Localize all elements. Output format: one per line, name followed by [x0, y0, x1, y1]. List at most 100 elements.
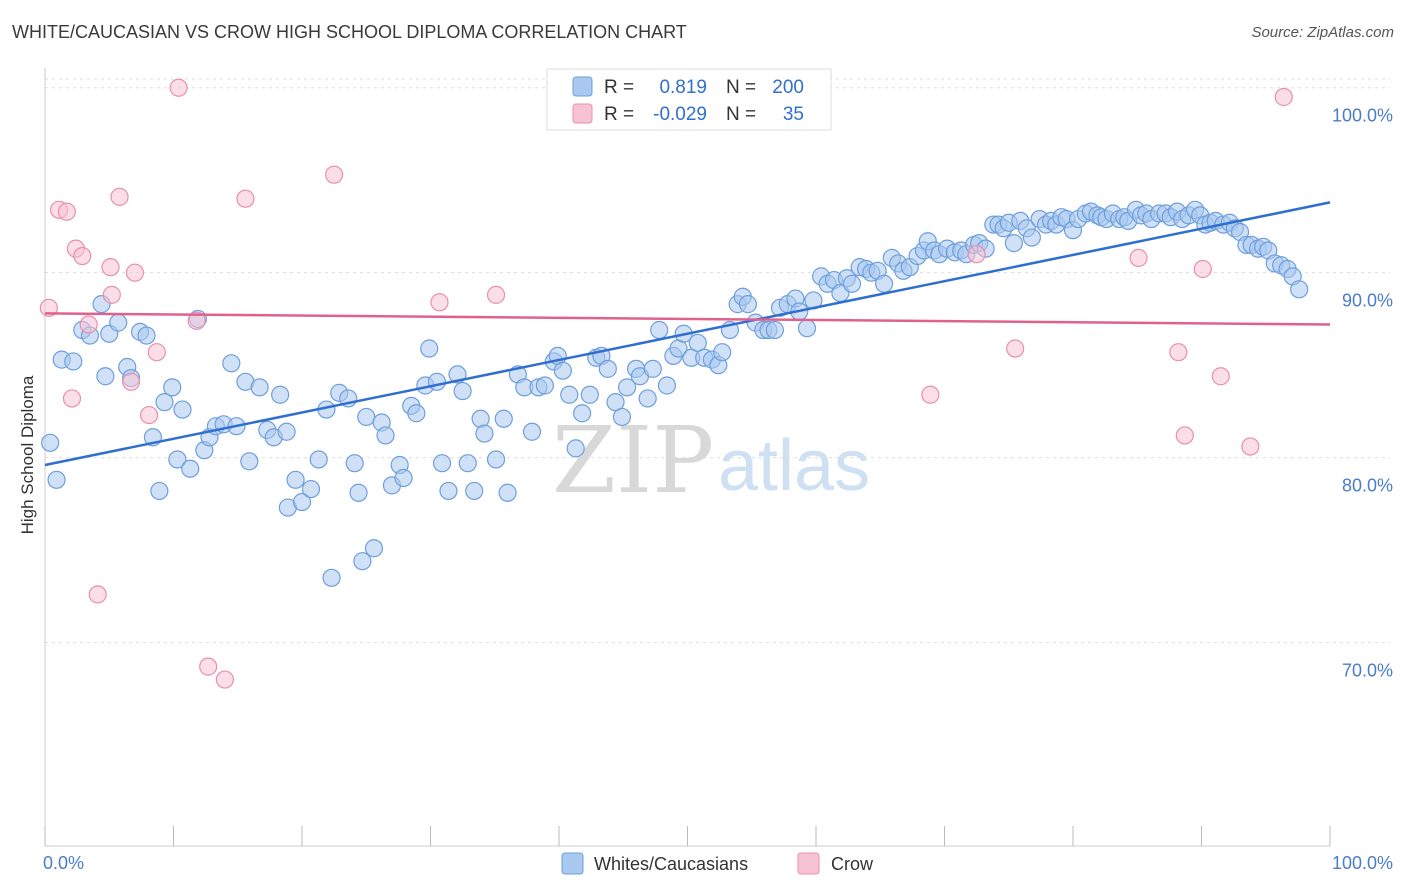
whites-point-9 — [109, 313, 128, 332]
series-legend-swatch-blue — [561, 852, 584, 875]
crow-point-13 — [139, 405, 159, 425]
whites-point-16 — [155, 393, 174, 412]
whites-point-81 — [580, 385, 599, 404]
crow-point-2 — [57, 202, 76, 221]
crow-point-32 — [1211, 367, 1230, 386]
whites-point-37 — [292, 492, 312, 512]
whites-point-58 — [427, 372, 447, 391]
whites-point-68 — [494, 409, 513, 428]
legend-r-label-2: R = — [604, 104, 634, 125]
whites-point-72 — [522, 422, 542, 441]
legend-r-value-2: -0.029 — [653, 104, 707, 125]
series-whites-caucasians — [41, 200, 1309, 587]
legend-r-value-1: 0.819 — [659, 77, 707, 98]
whites-point-13 — [137, 326, 156, 345]
crow-point-15 — [169, 78, 188, 97]
whites-point-93 — [657, 376, 677, 395]
whites-point-69 — [498, 483, 517, 502]
whites-point-30 — [250, 378, 269, 397]
whites-point-39 — [309, 450, 328, 469]
whites-point-67 — [486, 450, 506, 469]
whites-point-26 — [222, 354, 241, 373]
whites-point-53 — [394, 468, 413, 488]
crow-point-11 — [121, 372, 141, 391]
whites-point-106 — [738, 295, 757, 314]
y-tick-label-3: 100.0% — [1332, 106, 1393, 126]
whites-point-7 — [96, 367, 115, 386]
whites-point-102 — [713, 343, 732, 362]
whites-point-44 — [345, 454, 364, 473]
whites-point-34 — [277, 422, 296, 441]
trend-line-crow — [44, 312, 1331, 326]
whites-point-3 — [64, 352, 83, 371]
tick-labels: 70.0% 80.0% 90.0% 100.0% 0.0% 100.0% — [43, 106, 1393, 873]
whites-point-110 — [765, 320, 784, 340]
whites-point-15 — [150, 481, 169, 501]
whites-point-148 — [1004, 233, 1023, 253]
crow-point-16 — [187, 311, 206, 330]
whites-point-84 — [598, 359, 617, 378]
crow-point-17 — [199, 657, 218, 676]
whites-point-17 — [163, 378, 182, 397]
whites-point-66 — [475, 424, 494, 443]
whites-point-36 — [286, 470, 305, 489]
whites-point-77 — [553, 361, 572, 380]
stats-legend-box — [546, 68, 832, 131]
whites-point-151 — [1022, 228, 1041, 247]
whites-point-64 — [465, 481, 484, 501]
crow-point-8 — [101, 258, 120, 277]
crow-point-27 — [921, 385, 940, 404]
crow-point-10 — [110, 187, 129, 206]
whites-point-45 — [349, 483, 368, 502]
y-tick-label-2: 90.0% — [1342, 291, 1393, 311]
crow-point-20 — [325, 165, 344, 184]
whites-point-47 — [357, 407, 376, 427]
whites-point-92 — [650, 320, 669, 340]
crow-point-22 — [486, 285, 506, 304]
trend-line-whites — [44, 201, 1331, 467]
x-tick-label-1: 100.0% — [1332, 853, 1393, 873]
whites-point-41 — [322, 568, 341, 587]
crow-point-25 — [967, 245, 986, 264]
y-tick-label-0: 70.0% — [1342, 661, 1393, 681]
legend-n-value-2: 35 — [783, 104, 804, 125]
crow-point-30 — [1175, 426, 1194, 445]
crow-point-26 — [1006, 339, 1025, 358]
series-legend: Whites/Caucasians Crow — [561, 852, 874, 875]
series-legend-swatch-pink — [797, 852, 820, 875]
whites-point-50 — [376, 426, 395, 445]
whites-point-48 — [364, 539, 384, 558]
crow-point-12 — [125, 263, 145, 282]
whites-point-78 — [560, 385, 579, 404]
whites-point-74 — [535, 376, 554, 395]
stats-legend: R = 0.819 N = 200 R = -0.029 N = 35 — [546, 68, 832, 131]
whites-point-87 — [618, 378, 637, 397]
whites-point-38 — [301, 479, 321, 499]
whites-point-0 — [41, 433, 60, 452]
crow-point-21 — [430, 293, 449, 312]
crow-point-31 — [1193, 259, 1212, 279]
whites-point-20 — [181, 459, 200, 478]
whites-point-46 — [353, 552, 372, 571]
legend-n-label-2: N = — [726, 104, 756, 125]
crow-point-19 — [236, 189, 255, 208]
whites-point-115 — [797, 319, 817, 338]
crow-point-3 — [62, 389, 82, 408]
watermark-zip: ZIP — [552, 407, 714, 514]
legend-r-label-1: R = — [604, 77, 634, 98]
whites-point-60 — [439, 481, 458, 501]
whites-point-29 — [240, 452, 259, 471]
crow-point-29 — [1169, 343, 1188, 362]
crow-point-5 — [73, 246, 92, 266]
series-legend-label-whites: Whites/Caucasians — [594, 854, 748, 874]
y-tick-label-1: 80.0% — [1342, 476, 1393, 496]
watermark: ZIP atlas — [552, 407, 870, 514]
whites-point-57 — [420, 339, 439, 358]
whites-point-79 — [566, 439, 585, 458]
crow-point-34 — [1274, 87, 1293, 107]
whites-point-55 — [407, 404, 426, 423]
legend-swatch-blue — [572, 76, 593, 97]
trend-lines — [44, 201, 1331, 467]
crow-point-0 — [39, 298, 58, 317]
